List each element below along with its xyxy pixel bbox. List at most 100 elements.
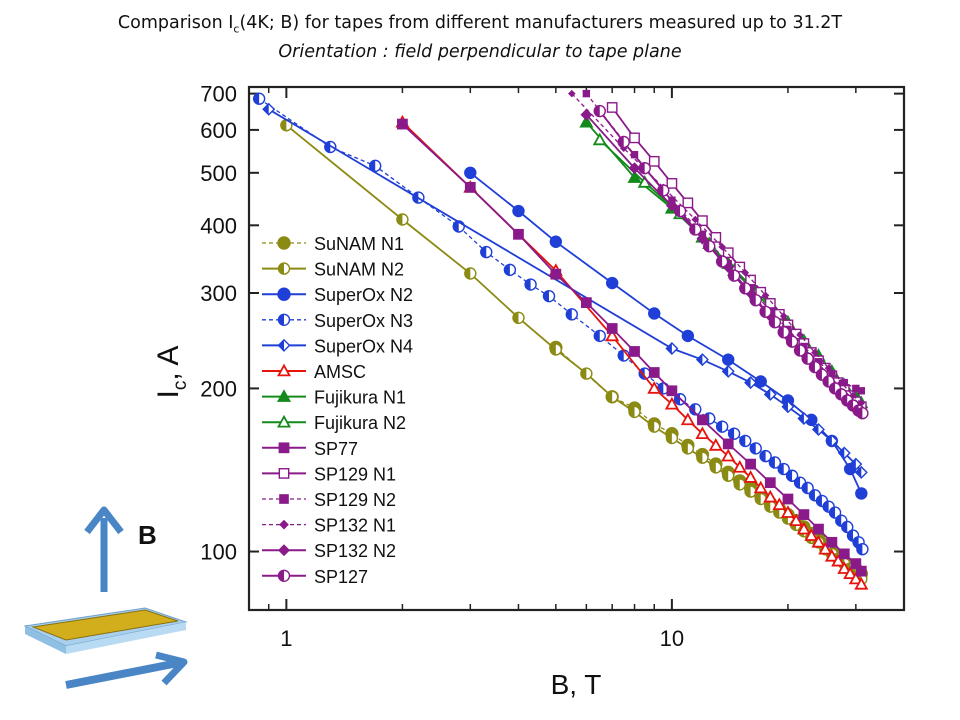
marker-fill [794,344,801,356]
legend-label: SuNAM N1 [314,234,404,254]
series-superox-n2 [464,166,868,500]
marker-fill [278,314,284,326]
x-axis-label: B, T [551,669,602,700]
data-point [824,364,833,372]
data-point [837,561,852,574]
data-point [782,493,794,505]
marker-fill [802,353,808,365]
legend: SuNAM N1 SuNAM N2 SuperOx N2 SuperOx N3 Supe… [262,234,413,587]
legend-label: Fujikura N2 [314,413,406,433]
title-line-2: Orientation : field perpendicular to tap… [278,41,682,62]
data-point [524,278,537,291]
data-point [550,268,562,280]
legend-item: SuperOx N3 [262,311,413,331]
marker-fill [745,377,751,389]
marker-fill [453,220,459,232]
data-point [278,544,290,557]
data-series [252,89,869,590]
marker-fill [504,264,510,276]
data-point [276,414,292,428]
marker-fill [853,536,859,548]
marker-fill [716,255,723,267]
legend-label: SuperOx N4 [314,336,413,356]
tape-illustration [23,506,188,689]
data-point [837,378,846,387]
data-point [848,571,863,585]
data-point [480,245,493,259]
marker-fill [629,406,635,418]
legend-label: SuNAM N2 [314,260,404,280]
data-point [464,166,477,180]
data-point [277,262,291,275]
data-point [789,513,804,526]
data-point [606,323,618,334]
marker-fill [689,223,696,235]
tape-surface [31,609,179,641]
data-point [759,305,772,318]
data-point [278,468,290,479]
data-point [763,387,777,401]
legend-label: SP132 N1 [314,516,396,536]
data-point [818,541,833,555]
data-point [627,170,642,183]
data-point [657,184,670,197]
marker-fill [594,330,600,342]
marker-fill [850,458,856,470]
data-point [824,548,839,562]
marker-fill [841,521,848,533]
marker-fill [826,435,832,447]
legend-item: AMSC [262,362,366,382]
axis-ticks: 1 10 100 200 300 400 500 600 700 [200,82,905,651]
data-point [727,427,741,440]
marker-fill [722,365,729,377]
data-point [549,343,563,356]
data-point [722,438,734,450]
data-point [617,135,630,149]
current-arrow-shaft [65,659,179,689]
data-point [811,534,826,548]
data-point [689,223,702,236]
data-point [831,553,846,567]
marker-fill [674,205,681,217]
marker-fill [550,343,556,355]
data-point [739,434,752,448]
data-point [745,274,756,286]
data-point [722,469,735,482]
marker-fill [666,432,672,444]
series-sp127 [593,104,869,420]
marker-fill [798,413,804,425]
marker-fill [812,423,819,435]
data-point [768,456,782,469]
data-point [580,297,592,308]
data-point [277,236,291,250]
marker-fill [566,308,572,320]
marker-fill [657,184,664,196]
data-point [801,352,814,365]
data-point [796,521,811,535]
marker-fill [786,336,793,348]
legend-label: SP127 [314,567,368,587]
legend-item: Fujikura N2 [262,413,406,433]
data-point [745,458,756,470]
data-point [252,92,266,105]
data-point [764,477,776,489]
data-point [854,465,868,479]
marker-fill [855,466,862,478]
data-point [512,311,525,325]
title-line-1: Comparison Ic(4K; B) for tapes from diff… [0,12,960,41]
marker-fill [728,270,735,282]
field-arrow-head [84,506,124,535]
data-point [369,159,382,173]
data-point [838,548,850,560]
series-superox-n3 [252,92,869,556]
data-point [648,367,660,378]
marker-fill [847,530,854,542]
marker-fill [794,477,801,489]
marker-fill [464,267,471,279]
data-point [665,431,679,445]
data-point [749,442,762,455]
data-point [710,232,722,243]
data-point [593,329,606,343]
marker-fill [764,501,771,513]
data-point [593,104,606,118]
